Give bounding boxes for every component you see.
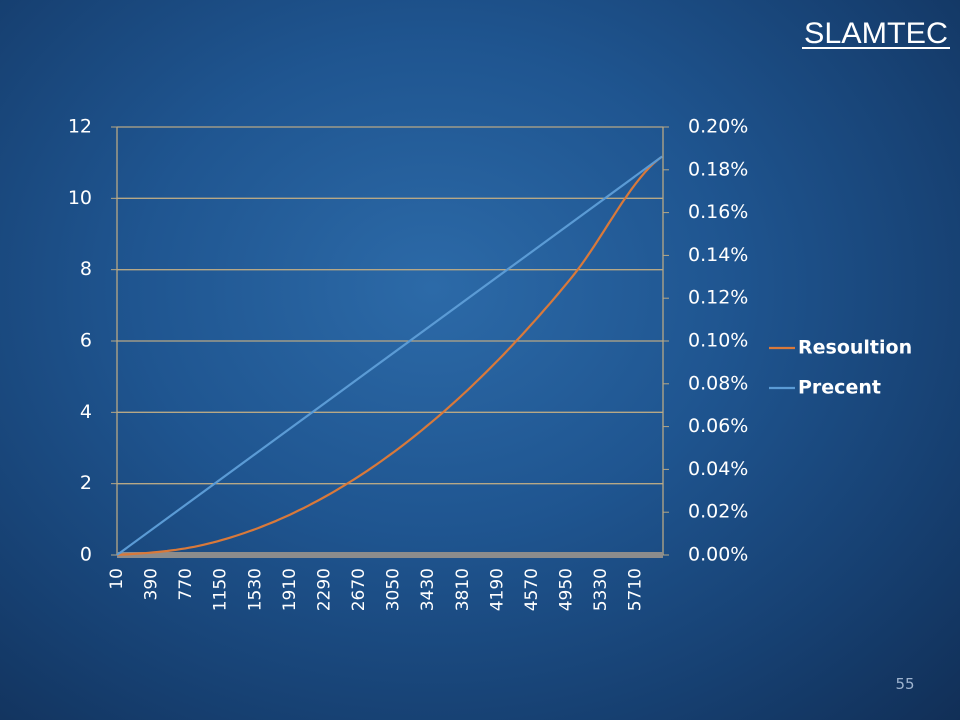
x-tick-label: 5710 — [626, 568, 646, 611]
gridlines — [117, 126, 663, 485]
right-tick-label: 0.02% — [688, 501, 748, 523]
right-tick-label: 0.08% — [688, 372, 748, 394]
right-tick-label: 0.18% — [688, 158, 748, 180]
left-tick-label: 0 — [80, 544, 92, 566]
svg-text:SLAMTEC: SLAMTEC — [804, 17, 948, 50]
slamtec-logo: SLAMTEC — [802, 17, 950, 50]
x-tick-label: 2290 — [314, 568, 334, 611]
x-tick-label: 3050 — [384, 568, 404, 611]
legend-label-precent: Precent — [798, 377, 881, 399]
series — [116, 155, 663, 557]
x-tick-label: 5330 — [591, 568, 611, 611]
x-tick-label: 1910 — [280, 568, 300, 611]
x-tick-label: 770 — [176, 568, 196, 600]
axes — [111, 126, 669, 558]
x-tick-label: 4570 — [522, 568, 542, 611]
right-tick-label: 0.20% — [688, 116, 748, 138]
x-tick-label: 1150 — [211, 568, 231, 611]
x-tick-label: 390 — [142, 568, 162, 600]
right-tick-label: 0.00% — [688, 544, 748, 566]
right-tick-label: 0.12% — [688, 287, 748, 309]
x-tick-label: 3810 — [453, 568, 473, 611]
right-tick-label: 0.10% — [688, 330, 748, 352]
series-line-precent — [116, 155, 663, 556]
x-tick-label: 4950 — [557, 568, 577, 611]
legend: Resoultion Precent — [769, 337, 912, 399]
left-tick-label: 4 — [80, 401, 92, 423]
right-tick-label: 0.14% — [688, 244, 748, 266]
left-tick-label: 12 — [68, 116, 92, 138]
right-tick-label: 0.04% — [688, 458, 748, 480]
x-tick-label: 4190 — [487, 568, 507, 611]
x-tick-label: 2670 — [349, 568, 369, 611]
left-tick-label: 10 — [68, 187, 92, 209]
x-tick-label: 1530 — [245, 568, 265, 611]
x-tick-label: 10 — [107, 568, 127, 590]
left-axis-ticks: 0 2 4 6 8 10 12 — [68, 116, 92, 566]
left-tick-label: 2 — [80, 472, 92, 494]
left-tick-label: 8 — [80, 258, 92, 280]
slide-number: 55 — [895, 675, 915, 693]
legend-label-resoultion: Resoultion — [798, 337, 912, 359]
right-axis-ticks: 0.00% 0.02% 0.04% 0.06% 0.08% 0.10% 0.12% 0.14%… — [688, 116, 748, 566]
series-line-resoultion — [116, 155, 663, 557]
right-tick-label: 0.16% — [688, 201, 748, 223]
x-axis-ticks: 10 390 770 1150 1530 1910 2290 2670 3050 3430 3810… — [107, 568, 646, 611]
x-tick-label: 3430 — [418, 568, 438, 611]
right-tick-label: 0.06% — [688, 415, 748, 437]
left-tick-label: 6 — [80, 330, 92, 352]
